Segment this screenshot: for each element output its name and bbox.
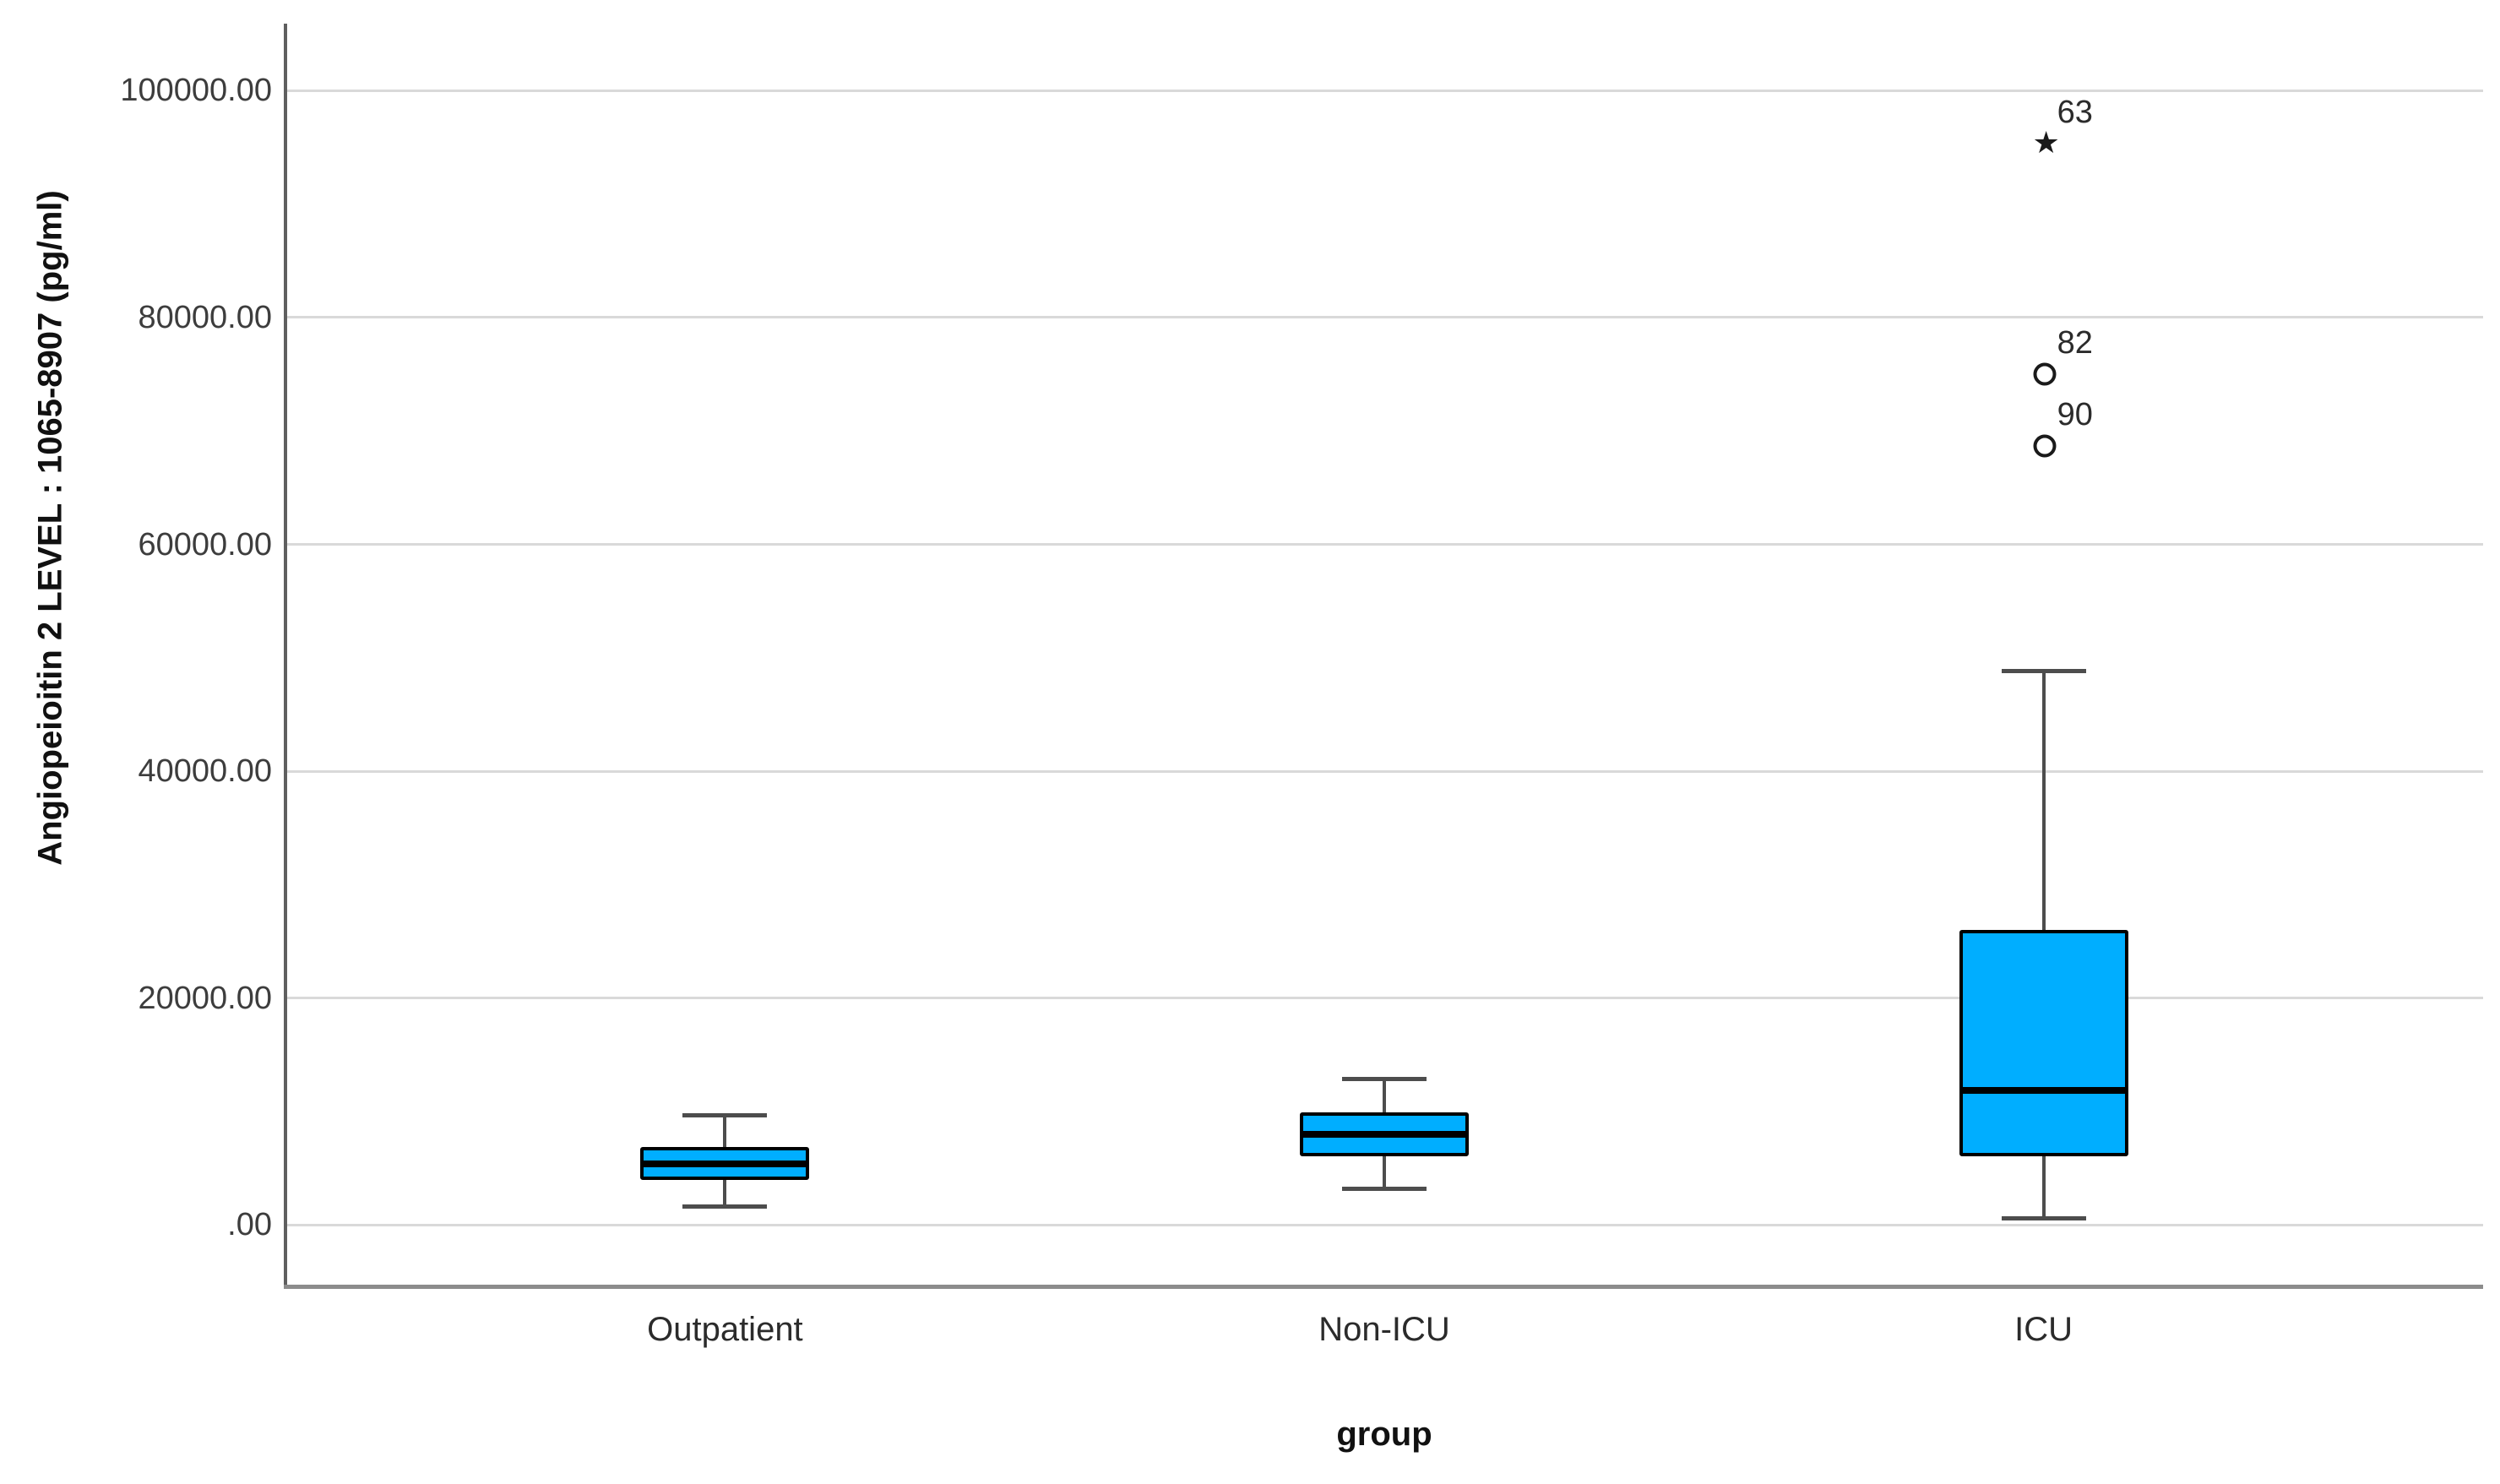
x-axis-title: group	[1336, 1416, 1432, 1453]
outlier-case-label: 82	[2057, 325, 2093, 361]
outlier-marker-circle	[2033, 434, 2057, 458]
outlier-marker-star: ★	[2032, 126, 2060, 161]
whisker-cap	[2001, 1215, 2086, 1220]
whisker-cap	[2001, 669, 2086, 674]
y-tick-label: 20000.00	[138, 980, 273, 1016]
y-tick-label: .00	[227, 1207, 272, 1243]
gridline	[285, 769, 2483, 773]
median-line	[1959, 1086, 2128, 1094]
gridline	[285, 1223, 2483, 1226]
x-axis-line	[284, 1285, 2483, 1289]
y-tick-label: 100000.00	[120, 73, 272, 109]
whisker-cap	[1342, 1076, 1427, 1081]
y-tick-label: 80000.00	[138, 299, 273, 335]
median-line	[640, 1160, 810, 1167]
category-label: Outpatient	[647, 1311, 803, 1348]
category-label: Non-ICU	[1318, 1311, 1450, 1348]
outlier-case-label: 63	[2057, 95, 2093, 131]
whisker-cap	[1342, 1186, 1427, 1191]
gridline	[285, 997, 2483, 1000]
outlier-marker-circle	[2033, 362, 2057, 386]
y-tick-label: 60000.00	[138, 526, 273, 563]
category-label: ICU	[2014, 1311, 2073, 1348]
median-line	[1300, 1131, 1469, 1138]
whisker-cap	[682, 1112, 768, 1117]
gridline	[285, 89, 2483, 92]
whisker-cap	[682, 1204, 768, 1209]
y-axis-line	[284, 24, 287, 1288]
y-tick-label: 40000.00	[138, 753, 273, 790]
box-iqr	[1959, 930, 2128, 1156]
outlier-case-label: 90	[2057, 396, 2093, 432]
gridline	[285, 316, 2483, 319]
gridline	[285, 543, 2483, 546]
